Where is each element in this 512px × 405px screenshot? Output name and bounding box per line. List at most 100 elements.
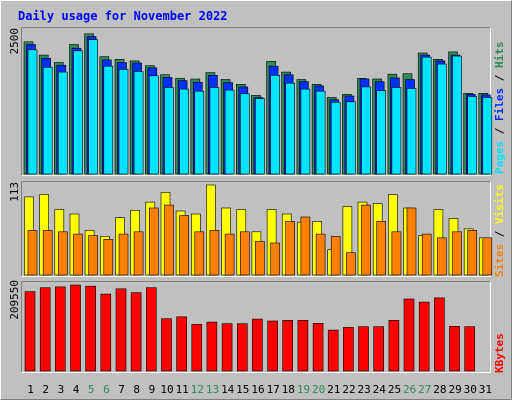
bar-kbytes-day-9 (146, 287, 157, 372)
bar-sites-day-8 (133, 231, 144, 276)
bar-pages-day-14 (224, 89, 235, 175)
bar-pages-day-26 (406, 88, 417, 175)
bar-kbytes-day-27 (418, 301, 430, 372)
legend-entry-files: Files (493, 88, 506, 121)
bar-sites-day-5 (88, 235, 98, 276)
bar-pages-day-12 (194, 90, 205, 175)
bar-sites-day-24 (376, 221, 387, 276)
bar-sites-day-13 (209, 230, 220, 276)
bar-kbytes-day-8 (130, 292, 142, 372)
bar-pages-day-8 (133, 71, 144, 175)
x-tick-label-3: 3 (58, 383, 65, 396)
bar-sites-day-27 (421, 233, 432, 276)
legend-entry-visits: Visits (493, 184, 506, 224)
legend-separator: / (493, 68, 506, 88)
bar-pages-day-25 (391, 87, 402, 175)
bar-pages-day-9 (149, 75, 159, 175)
bar-pages-day-15 (240, 93, 250, 175)
y-max-label-kbytes: 209550 (8, 280, 21, 320)
bar-kbytes-day-28 (434, 297, 445, 372)
bar-pages-day-20 (315, 90, 326, 175)
panel-visits-sites (21, 181, 493, 277)
bar-pages-day-22 (346, 101, 356, 175)
bar-sites-day-25 (391, 231, 402, 276)
bar-kbytes-day-6 (100, 293, 112, 372)
bar-pages-day-30 (467, 96, 478, 175)
bar-pages-day-31 (482, 97, 493, 175)
bar-sites-day-21 (330, 236, 341, 276)
x-tick-label-13: 13 (206, 383, 219, 396)
bar-kbytes-day-5 (85, 285, 96, 372)
x-tick-label-25: 25 (388, 383, 401, 396)
bar-kbytes-day-11 (176, 316, 187, 372)
bar-pages-day-17 (270, 75, 280, 175)
bar-pages-day-24 (376, 90, 387, 175)
x-tick-label-28: 28 (433, 383, 446, 396)
legend-text: KBytes (493, 333, 506, 373)
bar-sites-day-22 (346, 252, 356, 276)
bar-kbytes-day-10 (161, 318, 172, 372)
bar-sites-day-1 (27, 230, 38, 276)
y-max-label-hits: 2500 (8, 28, 21, 55)
x-tick-label-20: 20 (312, 383, 325, 396)
bar-sites-day-15 (240, 231, 250, 276)
bar-kbytes-day-14 (221, 323, 233, 372)
panel-kbytes (21, 281, 491, 373)
bar-kbytes-day-30 (464, 326, 476, 372)
legend-entry-pages: Pages (493, 141, 506, 174)
x-tick-label-21: 21 (327, 383, 340, 396)
x-tick-label-6: 6 (103, 383, 110, 396)
bar-pages-day-21 (330, 102, 341, 175)
bar-kbytes-day-12 (191, 324, 203, 372)
bar-sites-day-7 (118, 233, 129, 276)
bar-kbytes-day-7 (115, 288, 127, 372)
x-tick-label-8: 8 (133, 383, 140, 396)
x-tick-label-7: 7 (118, 383, 125, 396)
bar-sites-day-16 (255, 241, 265, 276)
x-tick-label-18: 18 (282, 383, 295, 396)
bar-sites-day-2 (42, 230, 53, 276)
bar-pages-day-2 (42, 67, 53, 175)
legend-entry-sites: Sites (493, 244, 506, 277)
x-tick-label-24: 24 (373, 383, 387, 396)
legend-text: Sites / Visits (493, 184, 506, 277)
legend-hits-files-pages: Pages / Files / Hits (493, 42, 506, 175)
legend-entry-hits: Hits (493, 42, 506, 69)
bar-kbytes-day-23 (358, 326, 369, 372)
legend-text: Pages / Files / Hits (493, 42, 506, 175)
bar-sites-day-14 (224, 233, 235, 276)
x-tick-label-26: 26 (403, 383, 416, 396)
bar-sites-day-20 (315, 233, 326, 276)
x-tick-label-4: 4 (73, 383, 80, 396)
bar-pages-day-29 (452, 55, 462, 175)
bar-kbytes-day-13 (206, 321, 218, 372)
bar-sites-day-28 (437, 237, 447, 276)
bar-sites-day-12 (194, 231, 205, 276)
bar-pages-day-23 (361, 86, 371, 175)
bar-sites-day-4 (73, 233, 83, 276)
bar-kbytes-day-25 (388, 319, 400, 372)
bar-pages-day-4 (73, 50, 83, 175)
bar-sites-day-10 (164, 204, 174, 276)
x-axis-day-labels: 1 2 3 4 5 6 7 8 9 10 11 12 13 14 15 16 17 18 19 20 21 22 23 24 2… (27, 383, 492, 396)
bar-sites-day-26 (406, 207, 417, 276)
bar-sites-day-23 (361, 204, 371, 276)
x-tick-label-1: 1 (27, 383, 34, 396)
chart-title: Daily usage for November 2022 (18, 9, 228, 23)
bar-kbytes-day-18 (282, 319, 294, 372)
bar-kbytes-day-17 (267, 320, 278, 372)
x-tick-label-22: 22 (342, 383, 355, 396)
bar-sites-day-18 (285, 221, 296, 276)
legend-visits-sites: Sites / Visits (493, 184, 506, 277)
bar-pages-day-10 (164, 87, 174, 175)
bar-kbytes-day-20 (312, 322, 324, 372)
bar-kbytes-day-22 (343, 327, 354, 372)
x-tick-label-2: 2 (42, 383, 49, 396)
x-tick-label-10: 10 (160, 383, 173, 396)
x-tick-label-30: 30 (464, 383, 477, 396)
bar-sites-day-11 (179, 215, 189, 276)
bar-sites-day-31 (482, 237, 493, 276)
bar-pages-day-18 (285, 82, 296, 175)
